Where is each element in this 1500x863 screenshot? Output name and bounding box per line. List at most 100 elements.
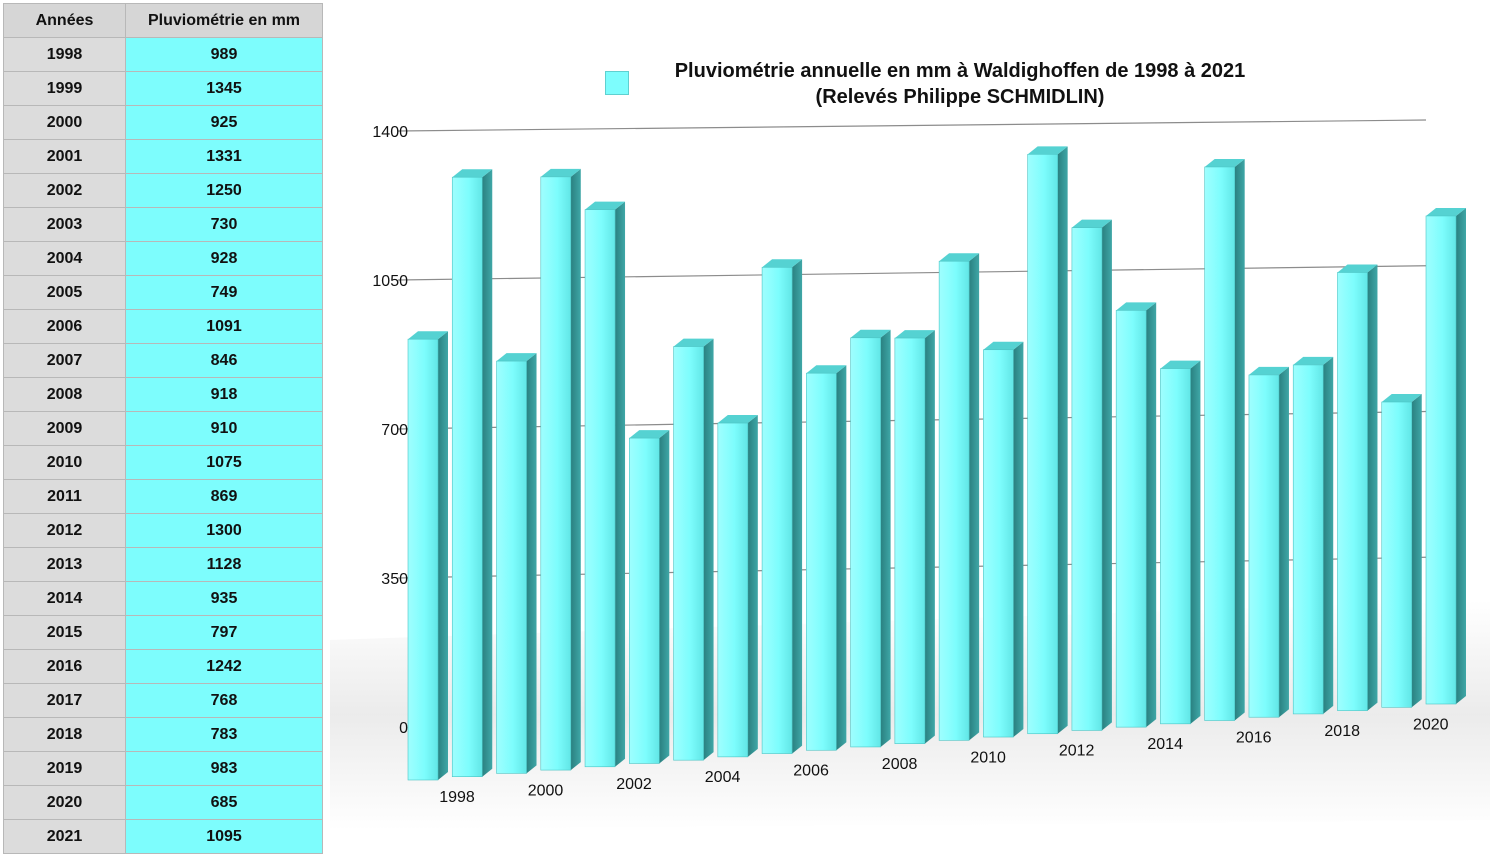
table-row: 2021 1095 — [3, 819, 323, 854]
bar-2012 — [1027, 146, 1068, 735]
x-tick-label: 2000 — [528, 782, 564, 799]
bar-front — [1071, 227, 1103, 731]
year-cell: 2001 — [3, 139, 126, 174]
bar-side — [570, 168, 581, 771]
bar-top — [762, 259, 803, 268]
bar-top — [1337, 264, 1378, 273]
bar-2001 — [540, 168, 581, 771]
bar-top — [850, 329, 891, 338]
bar-front — [1248, 374, 1280, 718]
rainfall-cell: 1095 — [125, 819, 323, 854]
bar-front — [850, 337, 881, 748]
bar-side — [1411, 393, 1422, 708]
table-row: 2002 1250 — [3, 173, 323, 208]
bar-front — [1292, 364, 1324, 715]
bar-top — [1071, 219, 1112, 228]
x-tick-label: 2018 — [1324, 723, 1360, 740]
bar-front — [1425, 215, 1457, 705]
gridline — [397, 119, 1427, 132]
table-row: 2007 846 — [3, 343, 323, 378]
table-row: 2001 1331 — [3, 139, 323, 174]
year-cell: 2009 — [3, 411, 126, 446]
x-tick-label: 2008 — [882, 756, 918, 773]
y-tick-label: 350 — [381, 571, 408, 588]
bar-side — [526, 353, 537, 774]
bar-2006 — [761, 259, 803, 754]
bar-top — [939, 253, 980, 262]
bar-top — [806, 365, 847, 374]
bar-front — [1381, 401, 1413, 708]
bar-side — [1146, 302, 1157, 728]
table-row: 2017 768 — [3, 683, 323, 718]
table-row: 1999 1345 — [3, 71, 323, 106]
year-cell: 2000 — [3, 105, 126, 140]
x-tick-label: 1998 — [439, 789, 475, 806]
table-row: 2013 1128 — [3, 547, 323, 582]
legend-swatch — [605, 71, 629, 95]
bar-side — [792, 259, 803, 754]
bar-side — [1456, 207, 1466, 704]
chart-title: Pluviométrie annuelle en mm à Waldighoff… — [674, 60, 1246, 82]
bar-2018 — [1292, 356, 1334, 715]
bar-2008 — [850, 329, 891, 748]
bar-front — [938, 260, 970, 741]
rainfall-cell: 928 — [125, 241, 323, 276]
year-cell: 2012 — [3, 513, 126, 548]
bar-2004 — [673, 338, 714, 761]
bar-side — [880, 329, 891, 747]
bar-side — [1323, 356, 1334, 714]
rainfall-cell: 1128 — [125, 547, 323, 582]
x-tick-label: 2016 — [1236, 730, 1272, 747]
bar-side — [1057, 146, 1068, 734]
table-row: 2011 869 — [3, 479, 323, 514]
year-cell: 2015 — [3, 615, 126, 650]
year-cell: 2020 — [3, 785, 126, 820]
year-cell: 2002 — [3, 173, 126, 208]
bar-2005 — [717, 415, 758, 758]
rainfall-cell: 783 — [125, 717, 323, 752]
bar-front — [451, 176, 483, 777]
bar-2015 — [1160, 360, 1201, 725]
x-tick-label: 2012 — [1059, 743, 1095, 760]
bar-top — [717, 415, 758, 424]
bar-side — [482, 169, 493, 777]
bar-front — [1115, 310, 1147, 728]
bar-side — [924, 330, 935, 744]
bar-side — [1367, 264, 1378, 711]
bar-front — [894, 337, 926, 744]
bar-top — [1293, 356, 1334, 365]
bar-top — [540, 168, 581, 177]
rainfall-cell: 685 — [125, 785, 323, 820]
bar-top — [1116, 302, 1157, 311]
bar-front — [496, 360, 527, 774]
bar-front — [407, 338, 439, 781]
bar-front — [1027, 154, 1058, 735]
bar-2014 — [1115, 302, 1157, 728]
year-cell: 2010 — [3, 445, 126, 480]
year-cell: 1999 — [3, 71, 126, 106]
bar-front — [1204, 166, 1235, 721]
bar-side — [836, 365, 847, 751]
bar-top — [1381, 393, 1422, 402]
bar-top — [629, 430, 670, 439]
bar-front — [540, 176, 572, 771]
rainfall-cell: 983 — [125, 751, 323, 786]
y-tick-label: 0 — [399, 720, 408, 737]
x-tick-label: 2010 — [970, 749, 1006, 766]
bar-top — [894, 330, 935, 339]
bar-2010 — [938, 253, 980, 741]
year-cell: 2014 — [3, 581, 126, 616]
table-row: 2015 797 — [3, 615, 323, 650]
bar-1999 — [451, 169, 493, 777]
x-tick-label: 2020 — [1413, 716, 1449, 733]
bar-2016 — [1204, 158, 1245, 721]
year-cell: 2007 — [3, 343, 126, 378]
bar-2009 — [894, 330, 935, 744]
x-tick-label: 2014 — [1147, 736, 1183, 753]
bar-2013 — [1071, 219, 1112, 731]
bar-2000 — [496, 353, 537, 774]
x-tick-label: 2002 — [616, 776, 652, 793]
bar-front — [584, 209, 616, 768]
rainfall-cell: 1091 — [125, 309, 323, 344]
bar-side — [969, 253, 980, 741]
